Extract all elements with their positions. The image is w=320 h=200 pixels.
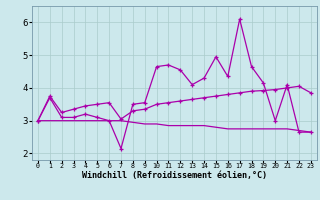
X-axis label: Windchill (Refroidissement éolien,°C): Windchill (Refroidissement éolien,°C) bbox=[82, 171, 267, 180]
